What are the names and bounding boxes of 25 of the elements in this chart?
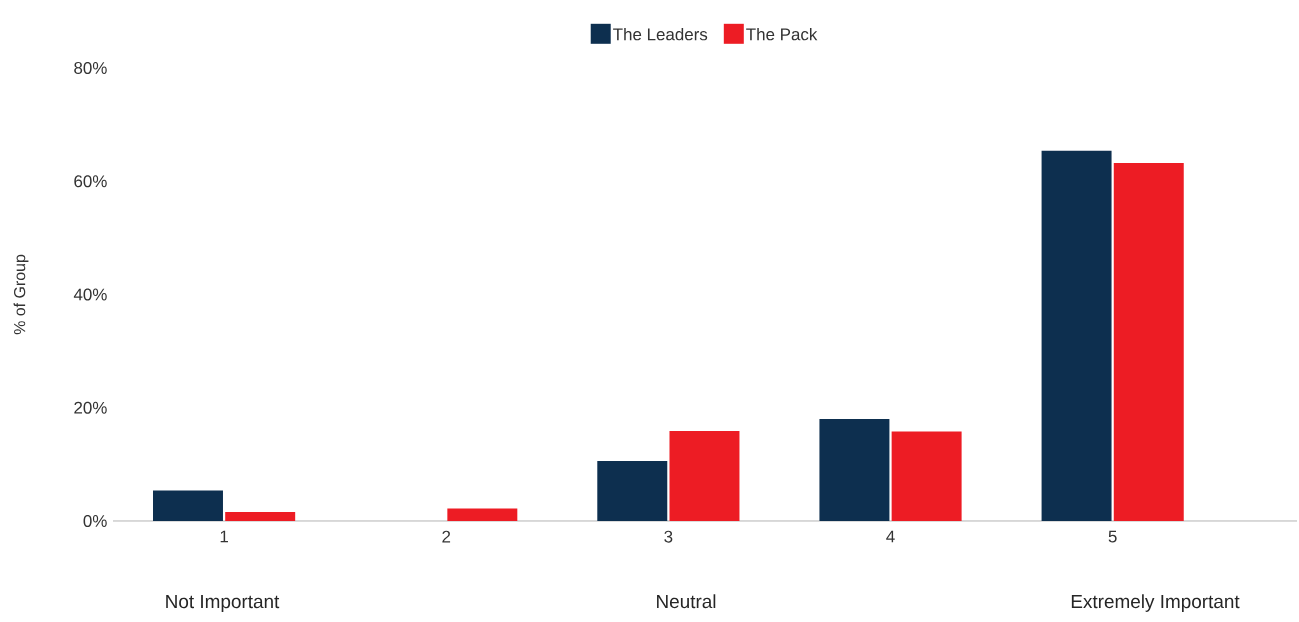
y-tick-label: 60% bbox=[74, 175, 107, 188]
legend-label: The Pack bbox=[746, 27, 818, 41]
y-tick-label: 80% bbox=[74, 62, 107, 74]
y-tick-label: 40% bbox=[73, 288, 107, 301]
x-tick-label: 3 bbox=[664, 530, 673, 543]
bar bbox=[225, 511, 296, 521]
y-tick-label: 20% bbox=[74, 401, 107, 414]
legend-label: The Leaders bbox=[613, 27, 708, 41]
y-axis-title: % of Group bbox=[13, 254, 29, 335]
bar bbox=[819, 419, 890, 521]
x-tick-label: 4 bbox=[886, 530, 895, 543]
y-tick-label: 0% bbox=[83, 514, 107, 527]
bar bbox=[153, 490, 223, 521]
bar bbox=[1041, 150, 1112, 521]
bar bbox=[891, 431, 962, 521]
bar bbox=[669, 430, 740, 521]
x-tick-label: 1 bbox=[220, 530, 228, 543]
bar bbox=[1113, 163, 1184, 521]
text: Not Important bbox=[166, 594, 280, 612]
text: Neutral bbox=[657, 594, 716, 609]
x-tick-label: 5 bbox=[1108, 530, 1117, 543]
bar bbox=[447, 508, 518, 521]
bar bbox=[597, 460, 668, 521]
x-tick-label: 2 bbox=[442, 530, 451, 543]
text: Extremely Important bbox=[1071, 594, 1240, 612]
